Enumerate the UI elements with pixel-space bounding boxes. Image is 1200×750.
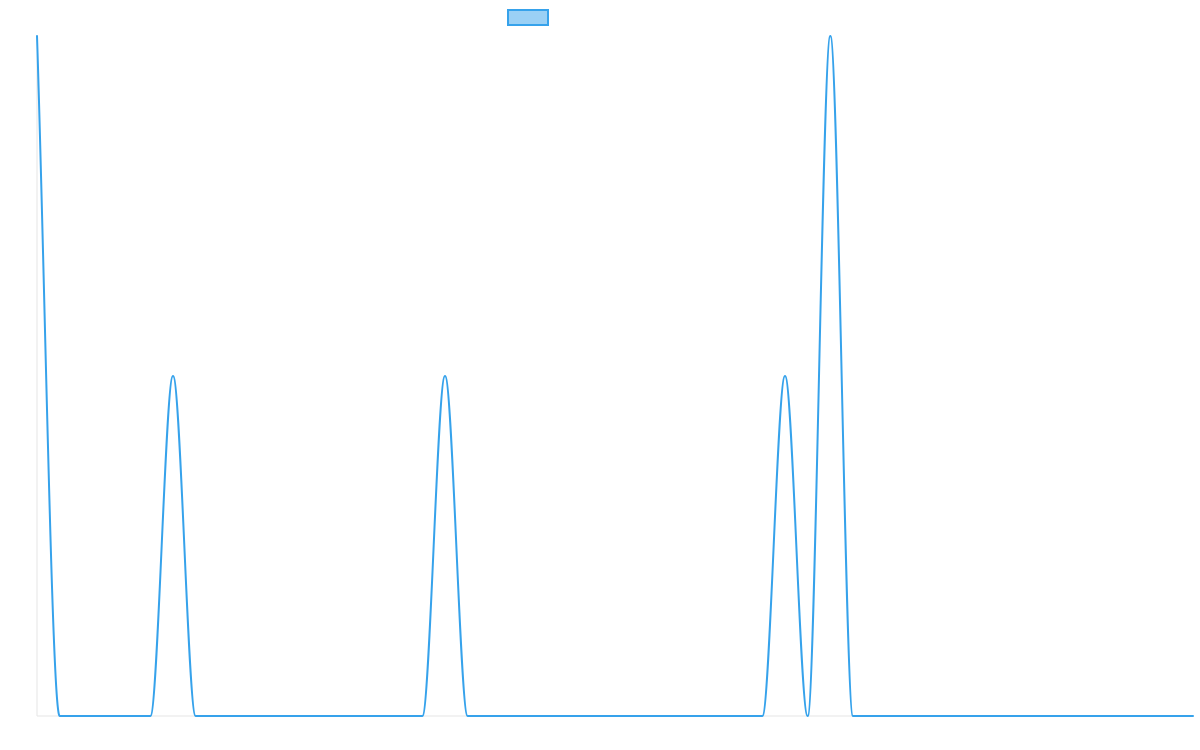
data-point[interactable] xyxy=(193,713,199,719)
data-point[interactable] xyxy=(782,373,788,379)
data-point[interactable] xyxy=(125,713,131,719)
chart-axes xyxy=(36,36,1193,717)
data-point[interactable] xyxy=(941,713,947,719)
data-point[interactable] xyxy=(329,713,335,719)
data-point[interactable] xyxy=(34,33,40,39)
data-point[interactable] xyxy=(759,713,765,719)
data-point[interactable] xyxy=(873,713,879,719)
data-point[interactable] xyxy=(1099,713,1105,719)
data-point[interactable] xyxy=(555,713,561,719)
legend[interactable] xyxy=(507,9,549,26)
data-point[interactable] xyxy=(397,713,403,719)
data-point[interactable] xyxy=(1145,713,1151,719)
legend-swatch-0[interactable] xyxy=(507,9,549,26)
data-point[interactable] xyxy=(238,713,244,719)
data-point[interactable] xyxy=(623,713,629,719)
data-point[interactable] xyxy=(669,713,675,719)
data-point[interactable] xyxy=(1122,713,1128,719)
data-point[interactable] xyxy=(57,713,63,719)
data-point[interactable] xyxy=(714,713,720,719)
data-point[interactable] xyxy=(737,713,743,719)
data-point[interactable] xyxy=(805,713,811,719)
data-point[interactable] xyxy=(1190,713,1196,719)
data-point[interactable] xyxy=(646,713,652,719)
data-point[interactable] xyxy=(827,33,833,39)
data-point[interactable] xyxy=(465,713,471,719)
data-point[interactable] xyxy=(261,713,267,719)
data-point[interactable] xyxy=(918,713,924,719)
data-point[interactable] xyxy=(374,713,380,719)
data-point[interactable] xyxy=(1009,713,1015,719)
data-point[interactable] xyxy=(487,713,493,719)
data-point[interactable] xyxy=(1031,713,1037,719)
data-point[interactable] xyxy=(578,713,584,719)
data-point[interactable] xyxy=(533,713,539,719)
series-line-0 xyxy=(36,35,1194,717)
data-point[interactable] xyxy=(442,373,448,379)
data-point[interactable] xyxy=(215,713,221,719)
data-point[interactable] xyxy=(1077,713,1083,719)
data-point[interactable] xyxy=(306,713,312,719)
data-point[interactable] xyxy=(986,713,992,719)
data-point[interactable] xyxy=(170,373,176,379)
data-point[interactable] xyxy=(79,713,85,719)
data-point[interactable] xyxy=(283,713,289,719)
data-point[interactable] xyxy=(601,713,607,719)
data-point[interactable] xyxy=(1167,713,1173,719)
series-layer xyxy=(34,33,1196,719)
data-point[interactable] xyxy=(850,713,856,719)
data-point[interactable] xyxy=(963,713,969,719)
data-point[interactable] xyxy=(1054,713,1060,719)
data-point[interactable] xyxy=(351,713,357,719)
data-point[interactable] xyxy=(102,713,108,719)
data-point[interactable] xyxy=(895,713,901,719)
data-point[interactable] xyxy=(147,713,153,719)
data-point[interactable] xyxy=(510,713,516,719)
data-point[interactable] xyxy=(419,713,425,719)
data-point[interactable] xyxy=(691,713,697,719)
